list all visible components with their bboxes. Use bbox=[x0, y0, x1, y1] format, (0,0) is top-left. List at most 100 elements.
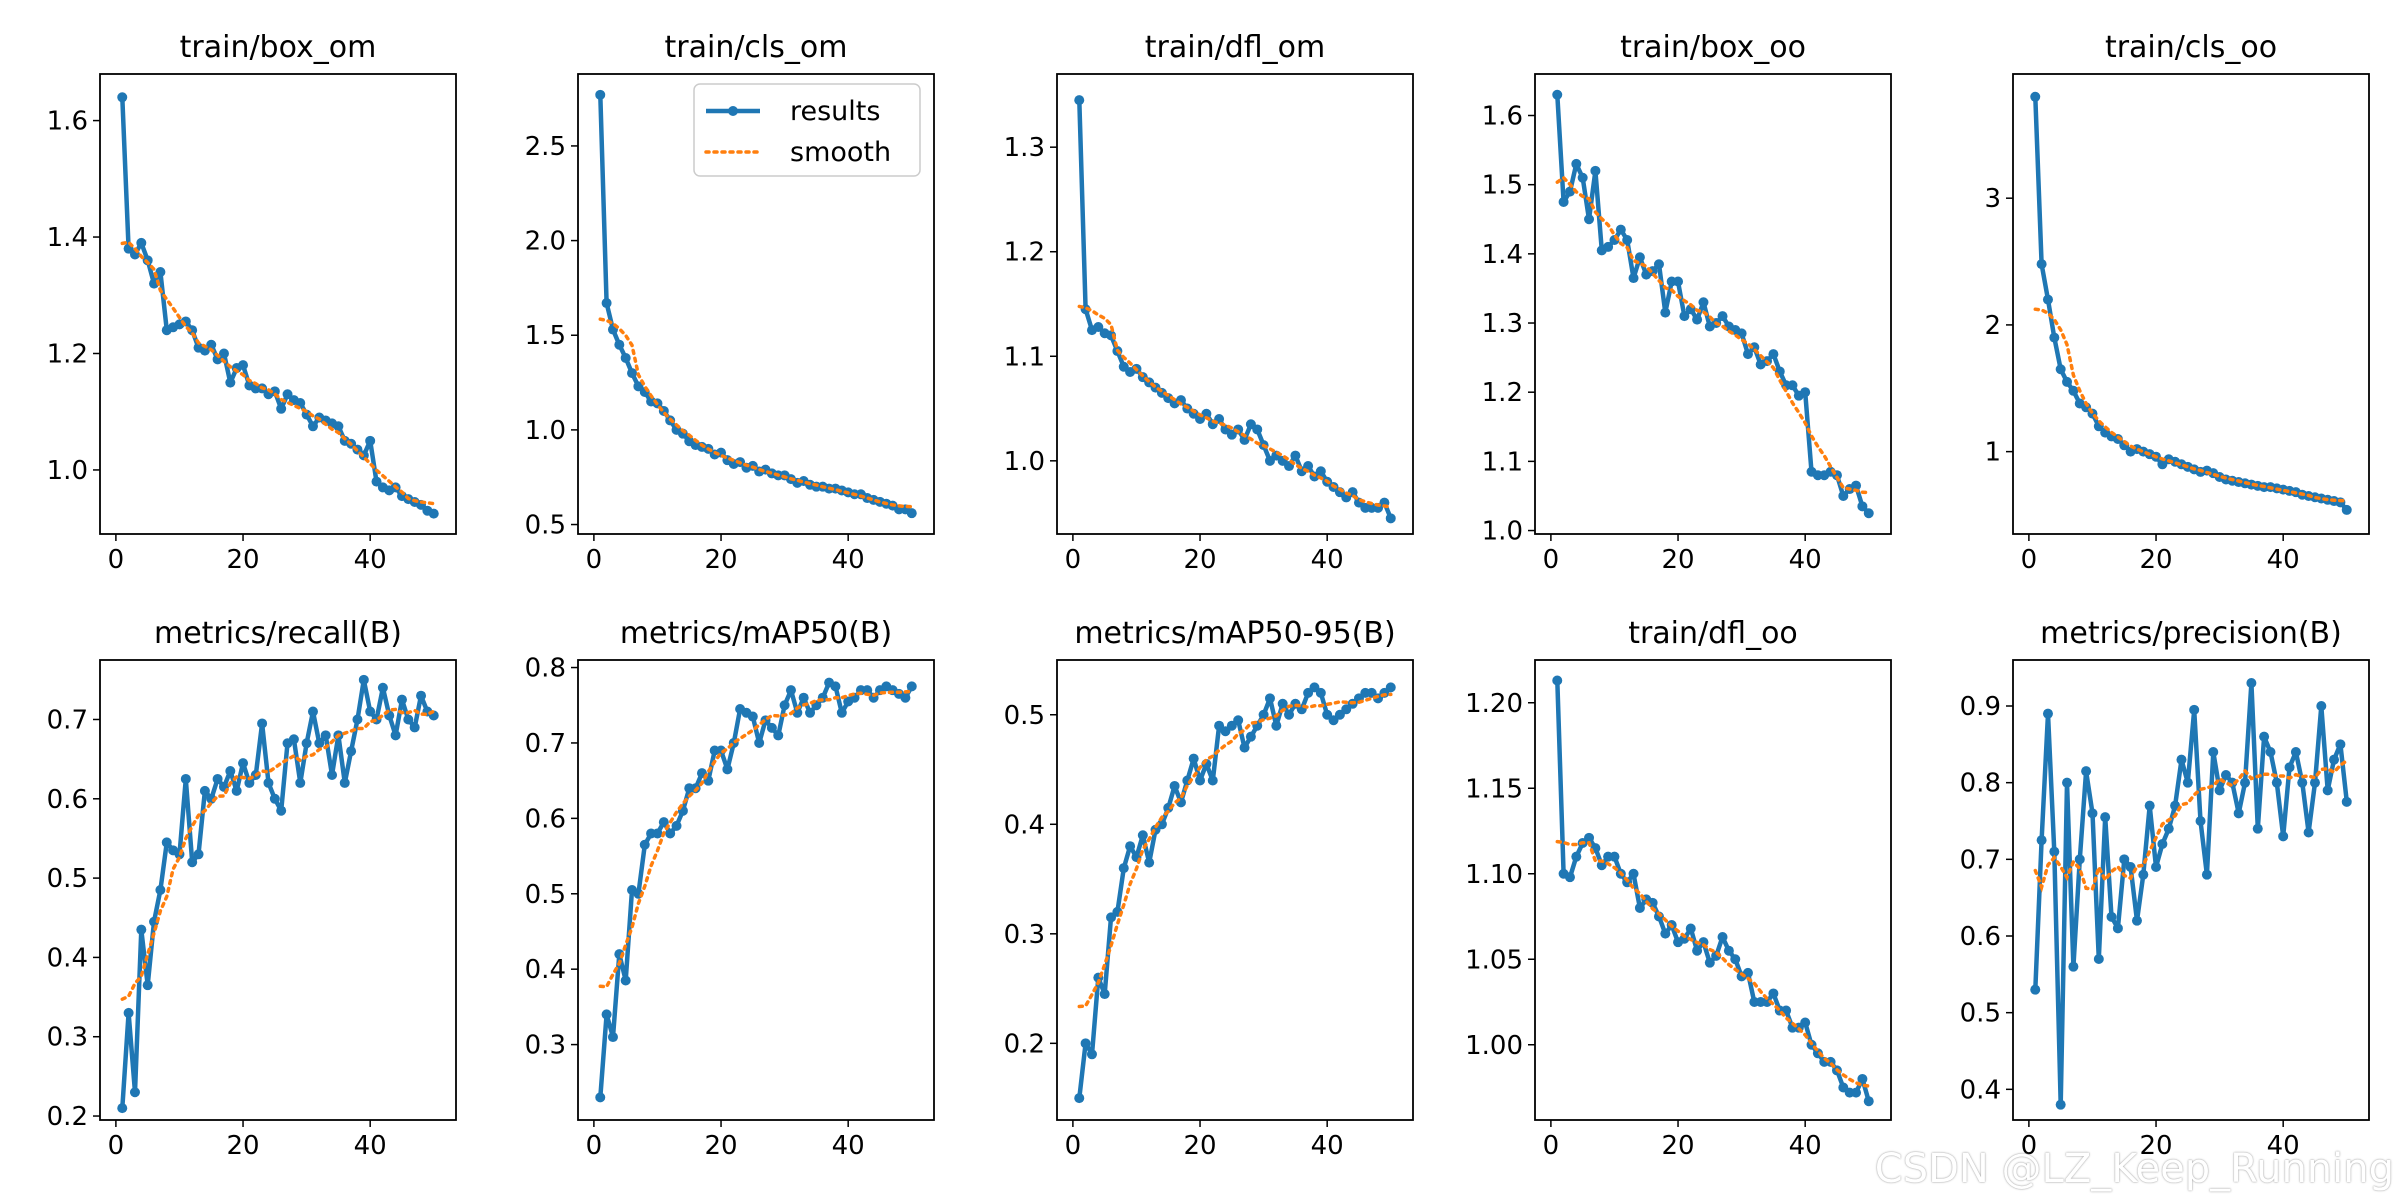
y-tick-label: 0.7 bbox=[525, 729, 566, 759]
results-point bbox=[766, 722, 777, 733]
results-point bbox=[339, 777, 350, 788]
results-point bbox=[2074, 854, 2085, 865]
results-point bbox=[1800, 387, 1811, 398]
results-point bbox=[1564, 186, 1575, 197]
results-point bbox=[1571, 851, 1582, 862]
axes-frame bbox=[99, 73, 457, 535]
axes-frame bbox=[1534, 659, 1892, 1121]
x-tick-label: 40 bbox=[832, 1131, 865, 1161]
results-point bbox=[1125, 841, 1136, 852]
results-point bbox=[225, 377, 236, 388]
x-tick-label: 20 bbox=[1661, 545, 1694, 575]
subplot-9: metrics/precision(B) 0 20 40 0.4 0.5 0.6 0.7 0.8… bbox=[1960, 616, 2370, 1161]
results-point bbox=[365, 435, 376, 446]
results-point bbox=[614, 339, 625, 350]
results-point bbox=[238, 360, 249, 371]
results-point bbox=[161, 837, 172, 848]
results-point bbox=[301, 738, 312, 749]
axes-frame bbox=[1056, 659, 1414, 1121]
results-point bbox=[1284, 709, 1295, 720]
x-tick-label: 20 bbox=[1183, 545, 1216, 575]
results-point bbox=[2290, 747, 2301, 757]
results-point bbox=[1685, 923, 1696, 934]
results-point bbox=[639, 839, 650, 850]
results-point bbox=[117, 92, 128, 103]
results-point bbox=[2055, 1099, 2066, 1110]
results-point bbox=[1571, 158, 1582, 169]
y-tick-label: 1.5 bbox=[1482, 171, 1523, 201]
axes-frame bbox=[1056, 73, 1414, 535]
results-point bbox=[1245, 731, 1256, 742]
results-point bbox=[658, 817, 669, 828]
results-point bbox=[836, 707, 847, 718]
results-point bbox=[2189, 704, 2200, 715]
results-point bbox=[396, 694, 407, 705]
axes-frame bbox=[99, 659, 457, 1121]
results-point bbox=[206, 339, 217, 350]
y-tick-label: 1.0 bbox=[525, 416, 566, 446]
y-tick-label: 0.4 bbox=[1960, 1075, 2001, 1105]
results-point bbox=[1717, 932, 1728, 943]
results-point bbox=[1558, 196, 1569, 207]
results-point bbox=[2125, 862, 2136, 872]
results-point bbox=[906, 681, 917, 692]
x-tick-label: 20 bbox=[2139, 1131, 2172, 1161]
subplot-title: train/dfl_om bbox=[1145, 30, 1325, 65]
subplot-5: metrics/recall(B) 0 20 40 0.2 0.3 0.4 0.5 0.6 0.7 bbox=[47, 616, 457, 1161]
results-point bbox=[2182, 777, 2193, 788]
results-point bbox=[187, 857, 198, 868]
results-point bbox=[2131, 915, 2142, 926]
smooth-series-line bbox=[1555, 175, 1871, 495]
subplot-title: train/box_om bbox=[180, 30, 377, 65]
y-tick-label: 0.5 bbox=[1960, 999, 2001, 1029]
results-point bbox=[1093, 322, 1104, 332]
results-point bbox=[1188, 753, 1199, 764]
results-point bbox=[2195, 816, 2206, 826]
y-tick-label: 0.5 bbox=[525, 880, 566, 910]
y-tick-label: 0.4 bbox=[1004, 810, 1045, 840]
results-point bbox=[1233, 715, 1244, 726]
subplot-title: train/dfl_oo bbox=[1628, 616, 1798, 651]
results-point bbox=[307, 706, 318, 717]
results-point bbox=[1137, 830, 1148, 841]
results-point bbox=[1252, 424, 1263, 435]
results-point bbox=[2322, 785, 2333, 796]
y-tick-label: 2.0 bbox=[525, 227, 566, 257]
results-point bbox=[180, 773, 191, 784]
results-point bbox=[257, 718, 268, 729]
results-point bbox=[428, 508, 439, 519]
subplot-1: train/cls_om 0 20 40 0.5 1.0 1.5 2.0 2.5 results s… bbox=[525, 30, 935, 575]
x-tick-label: 40 bbox=[1789, 1131, 1822, 1161]
results-point bbox=[906, 508, 917, 519]
results-point bbox=[2176, 754, 2187, 765]
results-point bbox=[1258, 709, 1269, 720]
y-tick-label: 1.2 bbox=[1004, 238, 1045, 268]
results-point bbox=[390, 730, 401, 741]
y-tick-label: 1.0 bbox=[47, 456, 88, 486]
y-tick-label: 1.15 bbox=[1465, 774, 1523, 804]
results-point bbox=[754, 737, 765, 748]
results-point bbox=[2316, 701, 2327, 711]
results-point bbox=[1277, 698, 1288, 709]
legend-box bbox=[693, 83, 921, 177]
results-series-line bbox=[120, 677, 435, 1109]
y-tick-label: 0.6 bbox=[1960, 922, 2001, 952]
results-point bbox=[1660, 307, 1671, 318]
results-point bbox=[1169, 780, 1180, 791]
y-tick-label: 0.8 bbox=[525, 654, 566, 684]
results-point bbox=[2042, 708, 2053, 719]
x-tick-label: 40 bbox=[2267, 545, 2300, 575]
smooth-series-line bbox=[2033, 307, 2349, 503]
legend-smooth-label: smooth bbox=[790, 137, 891, 168]
results-point bbox=[307, 421, 318, 432]
results-point bbox=[595, 89, 606, 100]
results-point bbox=[2284, 762, 2295, 773]
subplot-title: metrics/precision(B) bbox=[2040, 616, 2342, 651]
results-point bbox=[1144, 857, 1155, 868]
results-point bbox=[295, 777, 306, 788]
results-point bbox=[244, 777, 255, 788]
results-point bbox=[1622, 235, 1633, 246]
y-tick-label: 0.5 bbox=[1004, 701, 1045, 731]
results-point bbox=[2271, 777, 2282, 788]
results-point bbox=[2087, 808, 2098, 819]
